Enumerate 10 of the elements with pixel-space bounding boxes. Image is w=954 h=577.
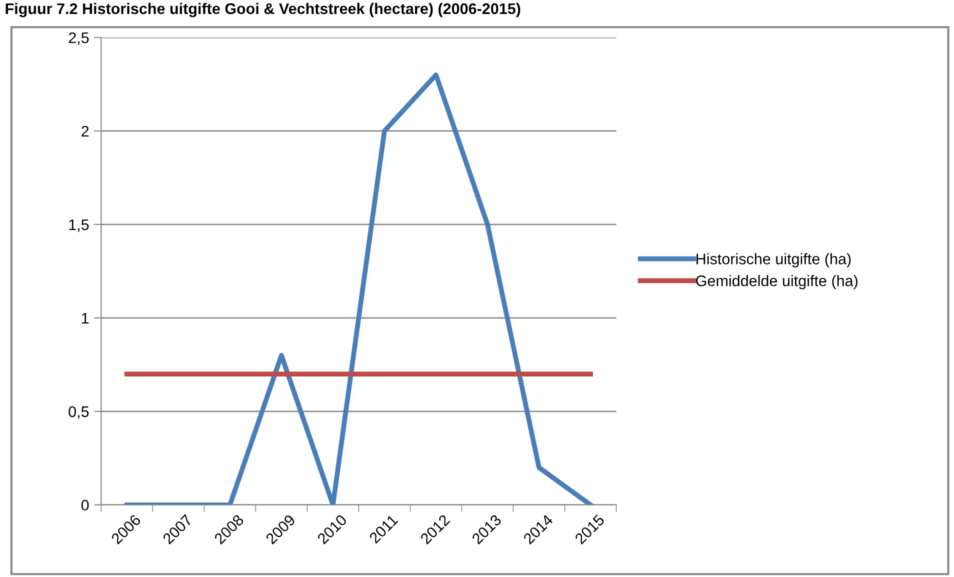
legend-label: Gemiddelde uitgifte (ha) (696, 275, 858, 290)
y-tick-label: 1,5 (69, 219, 89, 232)
legend-label: Historische uitgifte (ha) (696, 253, 851, 268)
y-tick-label: 2,5 (68, 32, 89, 45)
chart-title: Figuur 7.2 Historische uitgifte Gooi & Vechtstreek (hectare) (2006-2015) (6, 2, 520, 18)
y-tick-label: 0 (81, 500, 89, 511)
y-tick-label: 1 (82, 312, 89, 324)
line-series (124, 72, 593, 505)
y-tick-label: 2 (82, 126, 89, 137)
y-tick-label: 0,5 (68, 406, 89, 419)
